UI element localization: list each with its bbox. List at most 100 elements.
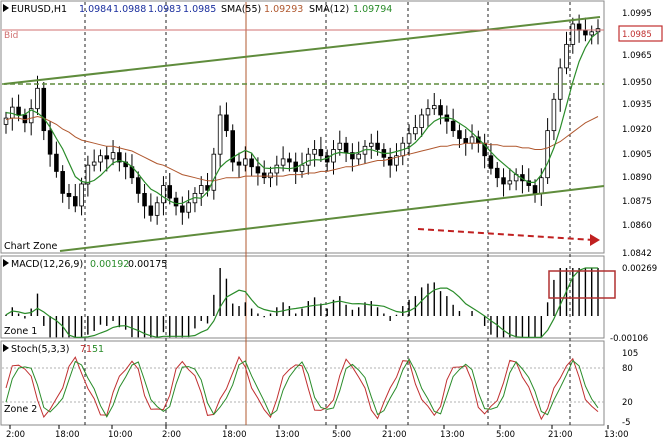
zone2-label: Zone 2	[4, 404, 37, 415]
candle-body	[545, 130, 550, 179]
candle-body	[41, 87, 47, 132]
collapse-triangle-icon[interactable]	[3, 4, 9, 12]
candle-body	[198, 185, 204, 194]
price-tick: 1.0995	[622, 9, 652, 19]
candle-body	[564, 43, 569, 69]
time-axis: 2:00 18:00 10:00 2:00 18:00 13:00 5:00 21:00 13:…	[6, 425, 629, 440]
candle-body	[350, 152, 355, 160]
candle-body	[117, 152, 122, 163]
candle-body	[47, 130, 53, 155]
candle-body	[268, 172, 273, 179]
macd-panel-frame	[0, 255, 605, 339]
candle-body	[356, 153, 361, 160]
macd-label: MACD(12,26,9)	[11, 259, 83, 270]
candle-body	[3, 117, 9, 125]
candle-body	[255, 166, 261, 174]
time-tick: 10:00	[108, 430, 133, 440]
candle-body	[167, 185, 173, 199]
time-tick: 13:00	[275, 430, 300, 440]
candle-body	[457, 130, 462, 139]
candle-body	[66, 192, 72, 197]
macd-signal-value: 0.00175	[128, 259, 167, 270]
macd-highlight-box	[548, 270, 616, 299]
candle-body	[312, 149, 317, 155]
candle-body	[104, 155, 110, 160]
candle-body	[249, 158, 254, 168]
time-tick: 5:00	[496, 430, 515, 440]
candle-body	[494, 167, 500, 179]
period-separators	[84, 2, 571, 425]
stoch-label: Stoch(5,3,3)	[11, 344, 69, 355]
collapse-triangle-icon[interactable]	[3, 344, 9, 352]
low-value: 1.0983	[148, 4, 181, 15]
macd-header: MACD(12,26,9) 0.00192 0.00175	[3, 259, 167, 270]
candle-body	[306, 153, 311, 166]
upper-trendline	[3, 16, 601, 85]
candle-body	[299, 164, 305, 172]
bid-label: Bid	[4, 31, 18, 41]
price-tick: 1.0950	[622, 78, 652, 88]
candle-body	[413, 127, 418, 135]
stoch-tick: 80	[622, 364, 633, 374]
candle-body	[85, 164, 91, 185]
candle-body	[98, 155, 103, 163]
candle-body	[463, 138, 469, 144]
stoch-tick: 20	[622, 398, 633, 408]
time-tick: 21:00	[548, 430, 573, 440]
price-tick: 1.0890	[622, 173, 652, 183]
macd-tick: 0.00269	[622, 264, 657, 274]
symbol-label: EURUSD,H1	[11, 4, 67, 15]
price-tick: 1.0875	[622, 197, 652, 207]
time-tick: 18:00	[55, 430, 80, 440]
stoch-tick: 105	[622, 349, 638, 359]
arrow-head-icon	[590, 234, 600, 246]
candle-body	[318, 149, 324, 157]
sma55-value: 1.09293	[264, 4, 303, 15]
collapse-triangle-icon[interactable]	[3, 259, 9, 267]
candle-body	[154, 202, 160, 216]
main-panel-frame	[0, 0, 605, 254]
chart-zone-label: Chart Zone	[4, 241, 57, 252]
price-tick: 1.0965	[622, 51, 652, 61]
sma55-label: SMA(55)	[221, 4, 261, 15]
candle-body	[54, 153, 59, 172]
candle-body	[532, 185, 538, 194]
candle-body	[576, 23, 582, 31]
close-value: 1.0985	[183, 4, 216, 15]
time-tick: 5:00	[332, 430, 351, 440]
time-tick: 13:00	[440, 430, 465, 440]
candle-body	[16, 106, 21, 116]
candle-body	[211, 153, 217, 191]
candle-body	[431, 105, 437, 110]
candle-body	[583, 29, 588, 36]
candle-body	[142, 192, 147, 207]
candle-body	[186, 202, 191, 213]
candle-body	[224, 114, 229, 132]
candle-body	[236, 161, 242, 166]
candle-body	[173, 197, 179, 207]
candle-body	[450, 120, 456, 132]
candle-body	[375, 142, 380, 150]
stoch-tick: -5	[622, 418, 630, 428]
stoch-panel-frame	[0, 340, 605, 426]
time-tick: 13:00	[604, 430, 629, 440]
candle-body	[419, 114, 424, 128]
price-tick: 1.0905	[622, 150, 652, 160]
price-tick: 1.0935	[622, 100, 652, 110]
stoch-main-line	[5, 355, 599, 421]
candle-body	[343, 142, 349, 154]
sma12-line	[5, 31, 599, 205]
candle-body	[10, 106, 15, 119]
price-tick: 1.0860	[622, 221, 652, 231]
candle-body	[589, 31, 594, 36]
zone1-label: Zone 1	[4, 326, 37, 337]
lower-trendline	[59, 185, 605, 252]
candle-body	[230, 130, 235, 163]
candle-body	[387, 156, 393, 166]
candle-body	[60, 171, 65, 194]
sma12-value: 1.09794	[353, 4, 392, 15]
price-axis: 1.0995 1.0965 1.0950 1.0935 1.0920 1.090…	[618, 9, 663, 259]
high-value: 1.0988	[113, 4, 146, 15]
